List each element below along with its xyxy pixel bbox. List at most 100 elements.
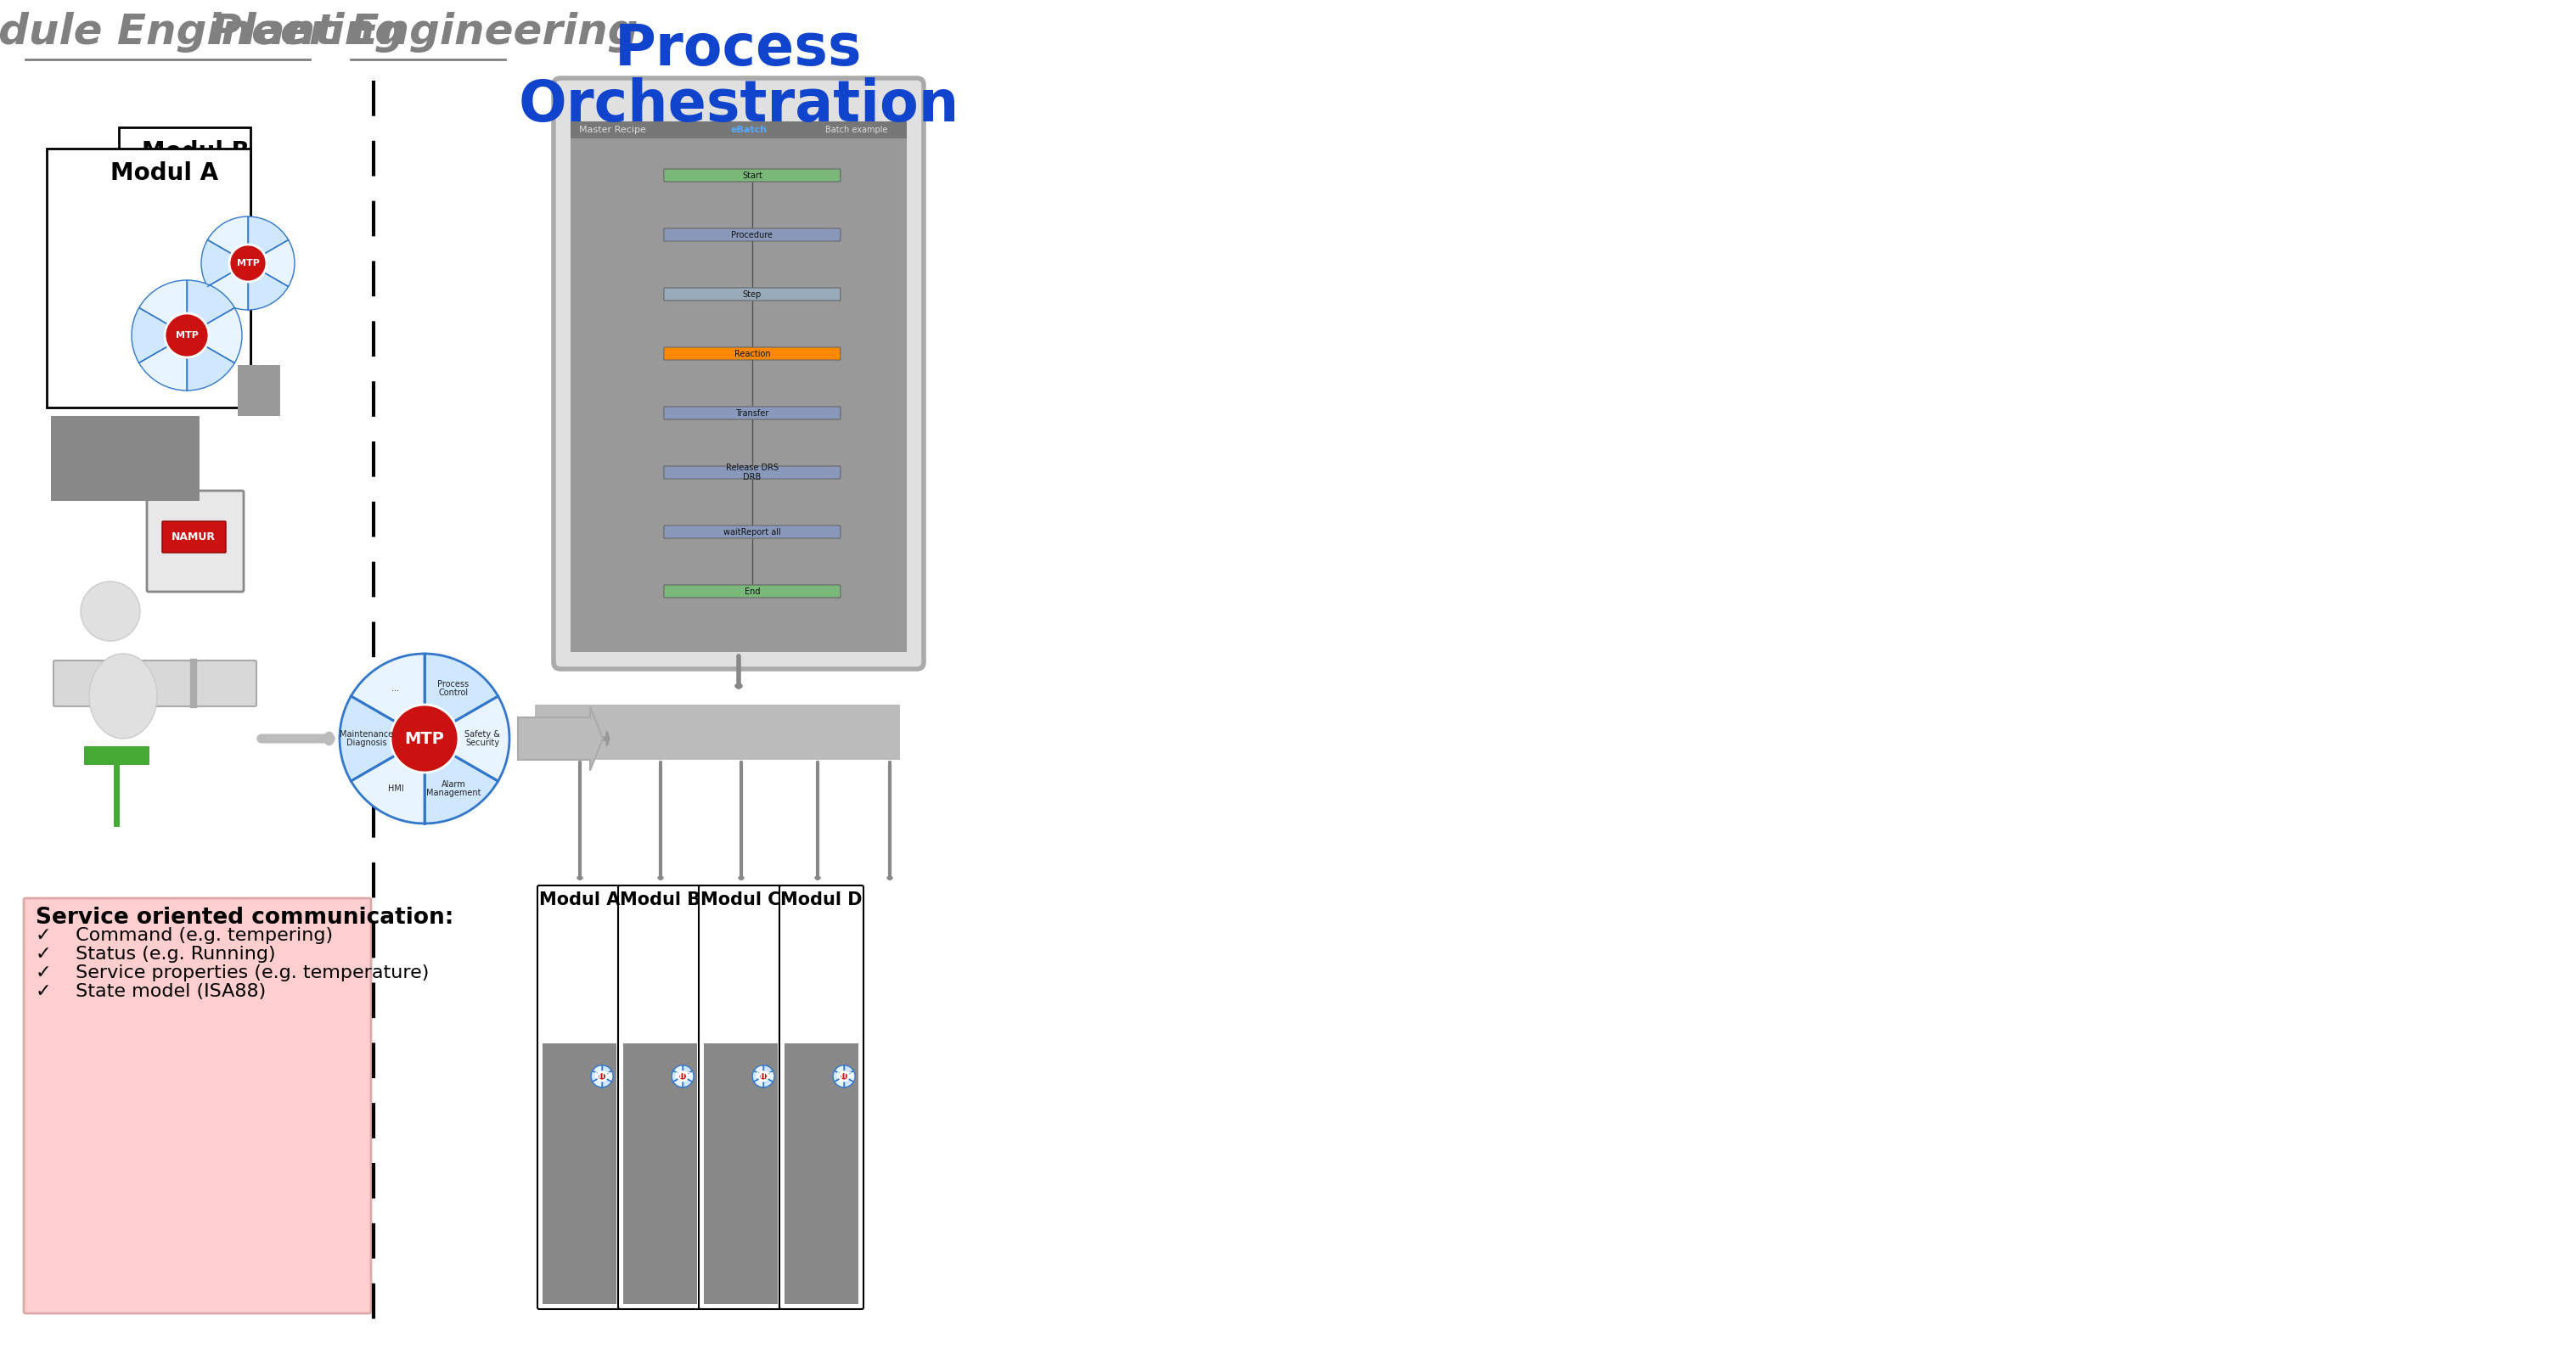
FancyBboxPatch shape <box>665 228 840 241</box>
Wedge shape <box>592 1066 603 1077</box>
Text: waitReport all: waitReport all <box>724 527 781 536</box>
Text: Safety &
Security: Safety & Security <box>464 730 500 747</box>
Circle shape <box>840 1072 848 1081</box>
Circle shape <box>165 313 209 357</box>
Ellipse shape <box>90 654 157 739</box>
Wedge shape <box>845 1066 853 1077</box>
Wedge shape <box>350 654 425 739</box>
Wedge shape <box>845 1071 855 1082</box>
Text: MTP: MTP <box>404 731 446 746</box>
Text: Module Engineering: Module Engineering <box>0 12 404 53</box>
Text: Modul C: Modul C <box>701 892 781 908</box>
Text: Maintenance
Diagnosis: Maintenance Diagnosis <box>340 730 394 747</box>
Wedge shape <box>590 1071 603 1082</box>
Wedge shape <box>188 281 234 336</box>
Circle shape <box>598 1072 605 1081</box>
Wedge shape <box>683 1071 693 1082</box>
FancyBboxPatch shape <box>665 287 840 301</box>
Text: Process
Control: Process Control <box>438 680 469 697</box>
Text: Start: Start <box>742 171 762 179</box>
Wedge shape <box>425 696 510 781</box>
FancyBboxPatch shape <box>147 491 245 592</box>
Wedge shape <box>139 281 188 336</box>
Text: Release DRS
DRB: Release DRS DRB <box>726 463 778 482</box>
FancyBboxPatch shape <box>536 704 899 759</box>
Wedge shape <box>832 1071 845 1082</box>
Text: MTP: MTP <box>237 259 260 267</box>
Text: ...: ... <box>392 684 399 693</box>
FancyBboxPatch shape <box>46 148 250 407</box>
Circle shape <box>677 1072 688 1081</box>
Text: Modul A: Modul A <box>111 162 219 185</box>
FancyBboxPatch shape <box>554 78 925 669</box>
Wedge shape <box>201 240 247 286</box>
Text: Service oriented communication:: Service oriented communication: <box>36 907 453 928</box>
Wedge shape <box>752 1071 762 1082</box>
Text: MTP: MTP <box>592 1072 611 1081</box>
Text: Process
Orchestration: Process Orchestration <box>518 22 958 134</box>
FancyBboxPatch shape <box>237 366 281 415</box>
FancyBboxPatch shape <box>538 885 621 1309</box>
Circle shape <box>392 704 459 773</box>
Wedge shape <box>835 1066 845 1077</box>
FancyBboxPatch shape <box>623 1044 698 1304</box>
Wedge shape <box>683 1066 693 1077</box>
Text: Modul A: Modul A <box>538 892 621 908</box>
Wedge shape <box>188 308 242 363</box>
Wedge shape <box>425 654 497 739</box>
Text: Modul B: Modul B <box>621 892 701 908</box>
Wedge shape <box>845 1077 853 1087</box>
FancyBboxPatch shape <box>665 467 840 479</box>
Circle shape <box>760 1072 768 1081</box>
Text: ✓    Service properties (e.g. temperature): ✓ Service properties (e.g. temperature) <box>36 965 430 982</box>
FancyBboxPatch shape <box>665 526 840 538</box>
FancyBboxPatch shape <box>569 121 907 139</box>
FancyArrow shape <box>518 707 603 770</box>
FancyBboxPatch shape <box>23 898 371 1314</box>
Text: eBatch: eBatch <box>732 125 768 134</box>
FancyBboxPatch shape <box>665 585 840 598</box>
FancyBboxPatch shape <box>781 885 863 1309</box>
Text: Transfer: Transfer <box>737 409 768 417</box>
FancyBboxPatch shape <box>786 1044 858 1304</box>
Wedge shape <box>762 1077 773 1087</box>
Wedge shape <box>340 696 425 781</box>
Text: Master Recipe: Master Recipe <box>580 125 647 134</box>
Wedge shape <box>835 1077 845 1087</box>
Wedge shape <box>139 336 188 390</box>
Text: MTP: MTP <box>835 1072 853 1081</box>
Text: HMI: HMI <box>389 784 404 793</box>
FancyBboxPatch shape <box>665 406 840 420</box>
FancyBboxPatch shape <box>665 169 840 182</box>
Wedge shape <box>603 1066 611 1077</box>
FancyBboxPatch shape <box>698 885 783 1309</box>
FancyBboxPatch shape <box>544 1044 616 1304</box>
Circle shape <box>80 581 139 641</box>
Circle shape <box>229 244 265 282</box>
Wedge shape <box>683 1077 693 1087</box>
FancyBboxPatch shape <box>85 746 149 765</box>
Wedge shape <box>762 1066 773 1077</box>
Text: Modul D: Modul D <box>781 892 863 908</box>
Wedge shape <box>350 739 425 823</box>
Text: Plant Engineering: Plant Engineering <box>211 12 639 53</box>
Text: NAMUR: NAMUR <box>173 532 216 542</box>
Text: Modul B: Modul B <box>142 140 250 163</box>
Text: ✓    Command (e.g. tempering): ✓ Command (e.g. tempering) <box>36 927 332 944</box>
Text: End: End <box>744 587 760 595</box>
Text: MTP: MTP <box>755 1072 773 1081</box>
Wedge shape <box>755 1066 762 1077</box>
Wedge shape <box>762 1071 775 1082</box>
Wedge shape <box>247 240 294 286</box>
FancyBboxPatch shape <box>54 661 258 707</box>
Wedge shape <box>209 216 247 263</box>
Text: MTP: MTP <box>675 1072 690 1081</box>
Wedge shape <box>247 216 289 263</box>
Wedge shape <box>425 739 497 823</box>
Wedge shape <box>247 263 289 310</box>
Text: Alarm
Management: Alarm Management <box>425 780 482 797</box>
Text: ✓    State model (ISA88): ✓ State model (ISA88) <box>36 983 265 1000</box>
FancyBboxPatch shape <box>118 127 250 366</box>
FancyBboxPatch shape <box>52 415 198 500</box>
Text: Batch example: Batch example <box>824 125 889 134</box>
